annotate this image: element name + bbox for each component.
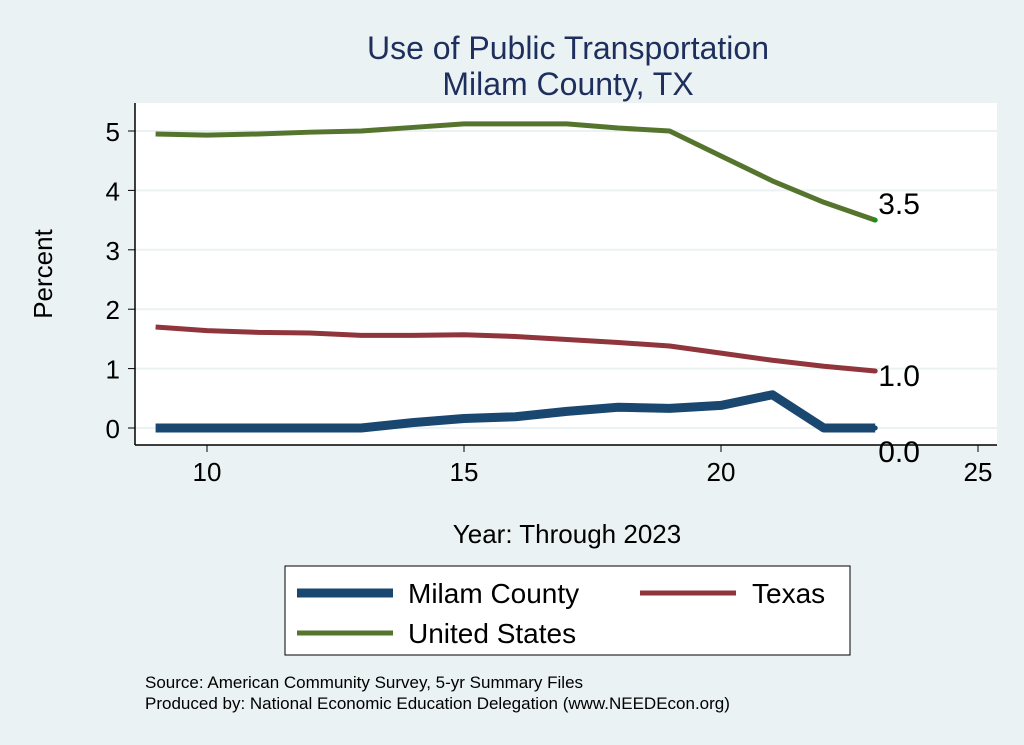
legend-label-texas: Texas (752, 578, 825, 609)
x-axis-label: Year: Through 2023 (453, 519, 681, 549)
legend-label-milam: Milam County (408, 578, 579, 609)
x-tick-label: 25 (964, 457, 993, 487)
source-note: Source: American Community Survey, 5-yr … (145, 673, 583, 692)
end-label: 3.5 (878, 188, 920, 221)
plot-area (135, 103, 997, 445)
series-line-milam-county (155, 390, 876, 433)
chart-title: Use of Public Transportation (367, 30, 769, 66)
x-tick-label: 15 (450, 457, 479, 487)
y-tick-label: 1 (106, 355, 120, 385)
end-label: 1.0 (878, 360, 920, 393)
end-label: 0.0 (878, 436, 920, 469)
end-point (872, 368, 878, 374)
legend-label-us: United States (408, 618, 576, 649)
legend: Milam County Texas United States (284, 565, 851, 656)
end-point (872, 425, 878, 431)
series-line-texas (155, 324, 876, 374)
produced-note: Produced by: National Economic Education… (145, 694, 730, 713)
x-tick-label: 20 (707, 457, 736, 487)
end-point (872, 217, 878, 223)
y-axis-label: Percent (28, 228, 58, 318)
y-tick-label: 5 (106, 117, 120, 147)
chart-subtitle: Milam County, TX (442, 66, 693, 102)
y-tick-label: 2 (106, 295, 120, 325)
x-tick-label: 10 (193, 457, 222, 487)
y-tick-label: 3 (106, 236, 120, 266)
series-line-united-states (155, 121, 877, 223)
y-tick-label: 4 (106, 176, 120, 206)
y-tick-label: 0 (106, 414, 120, 444)
